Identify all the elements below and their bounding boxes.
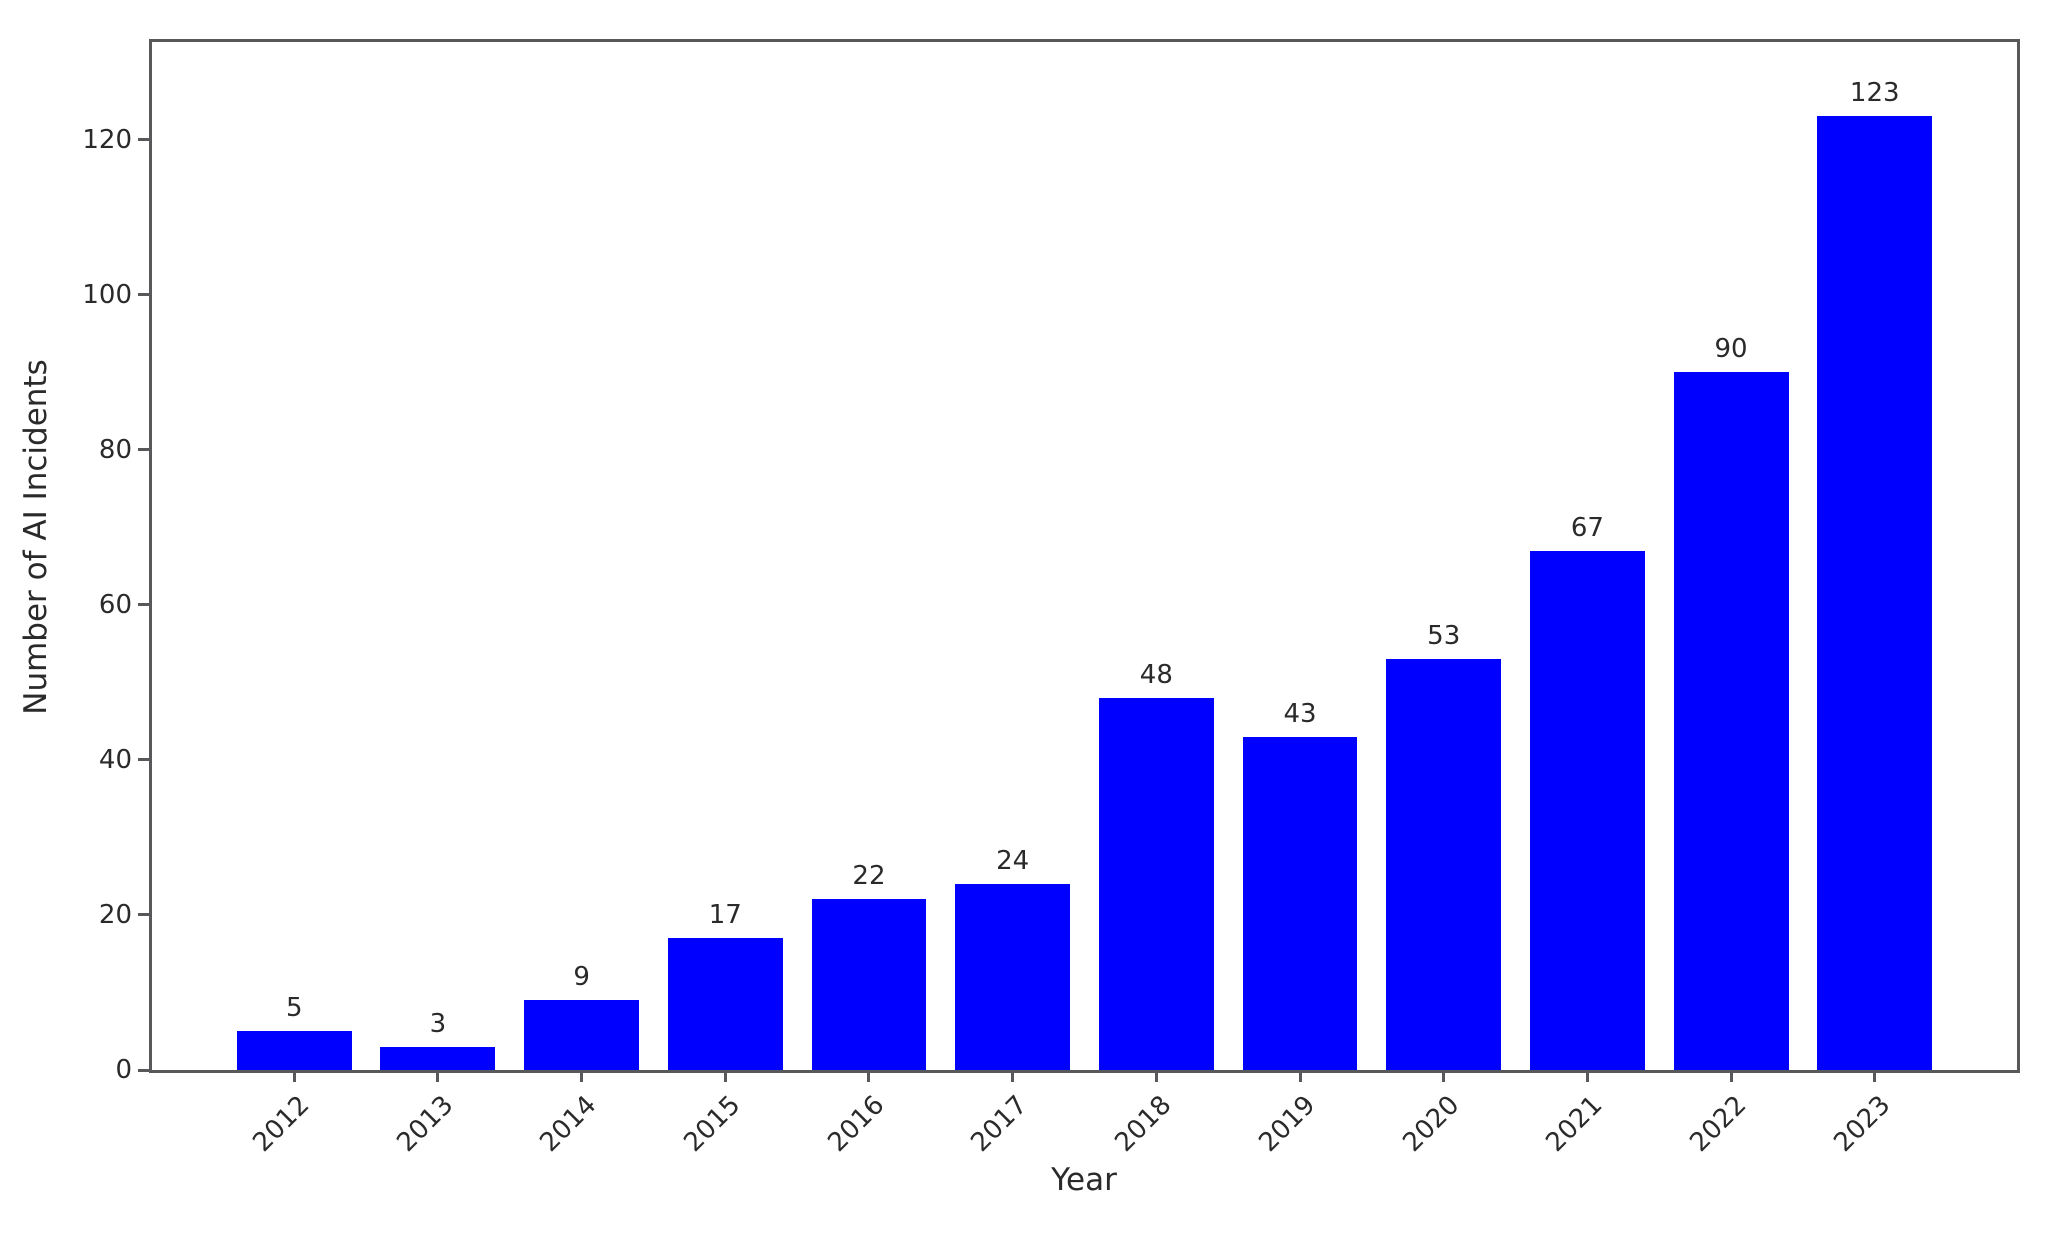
bar-2013 [380, 1046, 496, 1070]
bar-value-label: 17 [708, 900, 742, 931]
bar-2015 [667, 938, 783, 1070]
x-tick-mark [436, 1070, 440, 1082]
y-tick-label: 100 [82, 279, 132, 310]
x-tick-mark [1729, 1070, 1733, 1082]
y-tick-mark [138, 138, 150, 142]
x-tick-label: 2015 [678, 1090, 747, 1159]
x-tick-mark [723, 1070, 727, 1082]
y-tick-label: 0 [115, 1055, 132, 1085]
x-tick-mark [1011, 1070, 1015, 1082]
y-axis-label: Number of AI Incidents [18, 359, 54, 715]
bar-2014 [524, 1000, 640, 1070]
x-tick-label: 2012 [247, 1090, 316, 1159]
bar-value-label: 48 [1139, 659, 1173, 690]
bar-2023 [1817, 116, 1933, 1070]
x-tick-label: 2023 [1827, 1090, 1896, 1159]
x-tick-label: 2018 [1109, 1090, 1178, 1159]
x-tick-label: 2014 [534, 1090, 603, 1159]
bar-2021 [1529, 550, 1645, 1070]
bar-value-label: 9 [573, 962, 590, 993]
bar-2018 [1098, 697, 1214, 1070]
y-tick-label: 80 [98, 434, 132, 465]
y-tick-label: 20 [98, 899, 132, 930]
y-tick-label: 40 [98, 744, 132, 775]
x-tick-mark [1442, 1070, 1446, 1082]
bar-2017 [955, 883, 1071, 1070]
bar-2022 [1673, 372, 1789, 1070]
y-tick-mark [138, 758, 150, 762]
bar-value-label: 43 [1283, 698, 1317, 729]
y-tick-mark [138, 448, 150, 452]
bar-value-label: 123 [1849, 78, 1900, 109]
y-tick-mark [138, 603, 150, 607]
x-tick-label: 2021 [1540, 1090, 1609, 1159]
x-tick-mark [292, 1070, 296, 1082]
bar-value-label: 22 [852, 861, 886, 892]
x-tick-mark [867, 1070, 871, 1082]
x-tick-label: 2017 [965, 1090, 1034, 1159]
x-tick-label: 2016 [822, 1090, 891, 1159]
bar-value-label: 53 [1427, 621, 1461, 652]
bar-value-label: 5 [285, 993, 303, 1024]
x-tick-mark [1154, 1070, 1158, 1082]
bar-2016 [811, 899, 927, 1070]
x-tick-label: 2019 [1253, 1090, 1322, 1159]
bar-2019 [1242, 736, 1358, 1070]
bar-value-label: 24 [996, 845, 1030, 876]
y-tick-mark [138, 913, 150, 917]
bar-value-label: 90 [1714, 334, 1748, 365]
x-tick-label: 2013 [391, 1090, 460, 1159]
x-axis-label: Year [1051, 1162, 1117, 1198]
x-tick-label: 2022 [1684, 1090, 1753, 1159]
x-tick-mark [1873, 1070, 1877, 1082]
x-tick-label: 2020 [1396, 1090, 1465, 1159]
bar-value-label: 3 [429, 1008, 447, 1039]
x-tick-mark [1298, 1070, 1302, 1082]
y-tick-label: 120 [82, 124, 132, 155]
y-tick-mark [138, 293, 150, 297]
y-tick-label: 60 [98, 589, 132, 620]
bar-2012 [236, 1031, 352, 1070]
y-tick-mark [138, 1068, 150, 1072]
bar-value-label: 67 [1570, 512, 1604, 543]
x-tick-mark [1585, 1070, 1589, 1082]
x-tick-mark [580, 1070, 584, 1082]
bar-2020 [1386, 659, 1502, 1070]
